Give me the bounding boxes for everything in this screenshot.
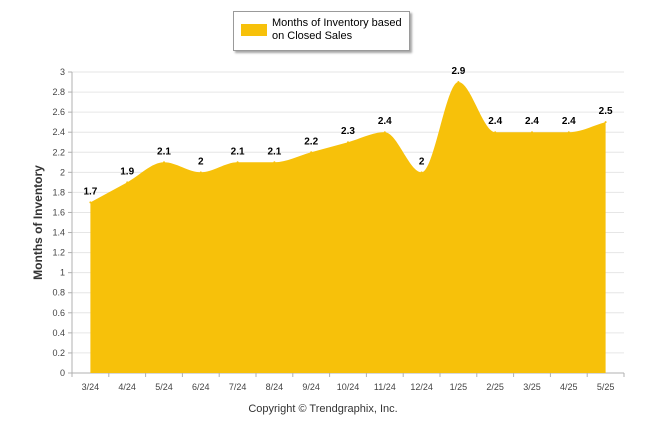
y-tick-label: 0.8: [52, 288, 65, 298]
x-tick-label: 8/24: [266, 382, 284, 392]
data-label: 2: [198, 156, 204, 167]
y-tick-label: 2: [60, 167, 65, 177]
data-point: [347, 141, 349, 144]
series-area: [90, 82, 606, 373]
data-label: 2.4: [488, 116, 502, 127]
y-tick-label: 3: [60, 67, 65, 77]
x-tick-label: 9/24: [302, 382, 320, 392]
legend: Months of Inventory based on Closed Sale…: [233, 11, 410, 51]
data-label: 2: [419, 156, 425, 167]
data-point: [567, 131, 570, 134]
data-point: [236, 161, 239, 164]
data-label: 1.9: [120, 166, 134, 177]
y-tick-label: 1.2: [52, 248, 65, 258]
data-label: 2.3: [341, 126, 355, 137]
x-tick-label: 3/25: [523, 382, 541, 392]
y-tick-label: 0.6: [52, 308, 65, 318]
x-tick-label: 5/24: [155, 382, 173, 392]
x-tick-label: 4/25: [560, 382, 578, 392]
data-point: [310, 151, 313, 154]
y-tick-label: 0: [60, 368, 65, 378]
y-tick-label: 1.4: [52, 228, 65, 238]
data-label: 2.4: [525, 116, 539, 127]
data-label: 2.1: [267, 146, 281, 157]
y-tick-label: 2.6: [52, 107, 65, 117]
x-tick-label: 4/24: [118, 382, 136, 392]
data-point: [457, 81, 460, 84]
data-label: 2.9: [451, 66, 465, 77]
data-point: [126, 181, 129, 184]
data-label: 2.2: [304, 136, 318, 147]
data-point: [604, 121, 607, 124]
x-tick-label: 3/24: [82, 382, 100, 392]
data-point: [89, 201, 92, 204]
data-point: [531, 131, 533, 134]
data-label: 2.4: [378, 116, 392, 127]
legend-label: Months of Inventory based on Closed Sale…: [272, 17, 402, 42]
y-tick-label: 2.8: [52, 87, 65, 97]
data-label: 2.4: [562, 116, 576, 127]
y-tick-label: 1.8: [52, 187, 65, 197]
y-axis-title: Months of Inventory: [31, 165, 45, 280]
x-tick-label: 6/24: [192, 382, 210, 392]
legend-swatch: [241, 24, 267, 36]
y-tick-label: 1.6: [52, 207, 65, 217]
data-label: 2.5: [599, 106, 613, 117]
x-tick-label: 2/25: [486, 382, 504, 392]
x-tick-label: 11/24: [374, 382, 396, 392]
data-point: [494, 131, 497, 134]
y-tick-label: 0.2: [52, 348, 65, 358]
copyright-text: Copyright © Trendgraphix, Inc.: [248, 403, 398, 415]
x-tick-label: 10/24: [337, 382, 360, 392]
data-point: [163, 161, 165, 164]
y-tick-label: 1: [60, 268, 65, 278]
data-point: [420, 171, 423, 174]
x-tick-label: 7/24: [229, 382, 247, 392]
x-tick-label: 12/24: [410, 382, 433, 392]
x-tick-label: 1/25: [450, 382, 468, 392]
data-label: 2.1: [157, 146, 171, 157]
data-label: 1.7: [83, 186, 97, 197]
data-point: [199, 171, 202, 174]
data-point: [273, 161, 276, 164]
x-tick-label: 5/25: [597, 382, 615, 392]
y-tick-label: 2.2: [52, 147, 65, 157]
data-label: 2.1: [231, 146, 245, 157]
y-tick-label: 0.4: [52, 328, 65, 338]
data-point: [383, 131, 386, 134]
y-tick-label: 2.4: [52, 127, 65, 137]
